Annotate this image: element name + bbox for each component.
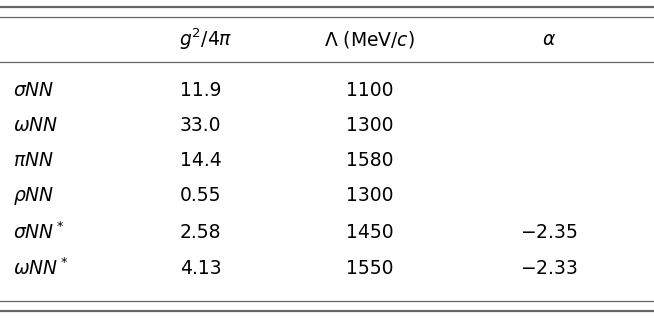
Text: $g^2/4\pi$: $g^2/4\pi$ xyxy=(179,27,233,52)
Text: $\Lambda$ (MeV/$c$): $\Lambda$ (MeV/$c$) xyxy=(324,29,415,50)
Text: 33.0: 33.0 xyxy=(180,116,221,135)
Text: 0.55: 0.55 xyxy=(180,186,221,205)
Text: 1580: 1580 xyxy=(346,151,393,170)
Text: $\sigma NN$: $\sigma NN$ xyxy=(13,81,54,100)
Text: $\alpha$: $\alpha$ xyxy=(542,30,557,49)
Text: 14.4: 14.4 xyxy=(180,151,222,170)
Text: 1300: 1300 xyxy=(346,116,393,135)
Text: 11.9: 11.9 xyxy=(180,81,221,100)
Text: 4.13: 4.13 xyxy=(180,259,222,278)
Text: $-2.35$: $-2.35$ xyxy=(521,223,578,242)
Text: 1550: 1550 xyxy=(346,259,393,278)
Text: $\omega NN^*$: $\omega NN^*$ xyxy=(13,258,69,280)
Text: $\omega NN$: $\omega NN$ xyxy=(13,116,58,135)
Text: 1450: 1450 xyxy=(346,223,393,242)
Text: 2.58: 2.58 xyxy=(180,223,221,242)
Text: 1300: 1300 xyxy=(346,186,393,205)
Text: $-2.33$: $-2.33$ xyxy=(521,259,578,278)
Text: $\sigma NN^*$: $\sigma NN^*$ xyxy=(13,221,65,243)
Text: 1100: 1100 xyxy=(346,81,393,100)
Text: $\rho NN$: $\rho NN$ xyxy=(13,184,54,207)
Text: $\pi NN$: $\pi NN$ xyxy=(13,151,54,170)
